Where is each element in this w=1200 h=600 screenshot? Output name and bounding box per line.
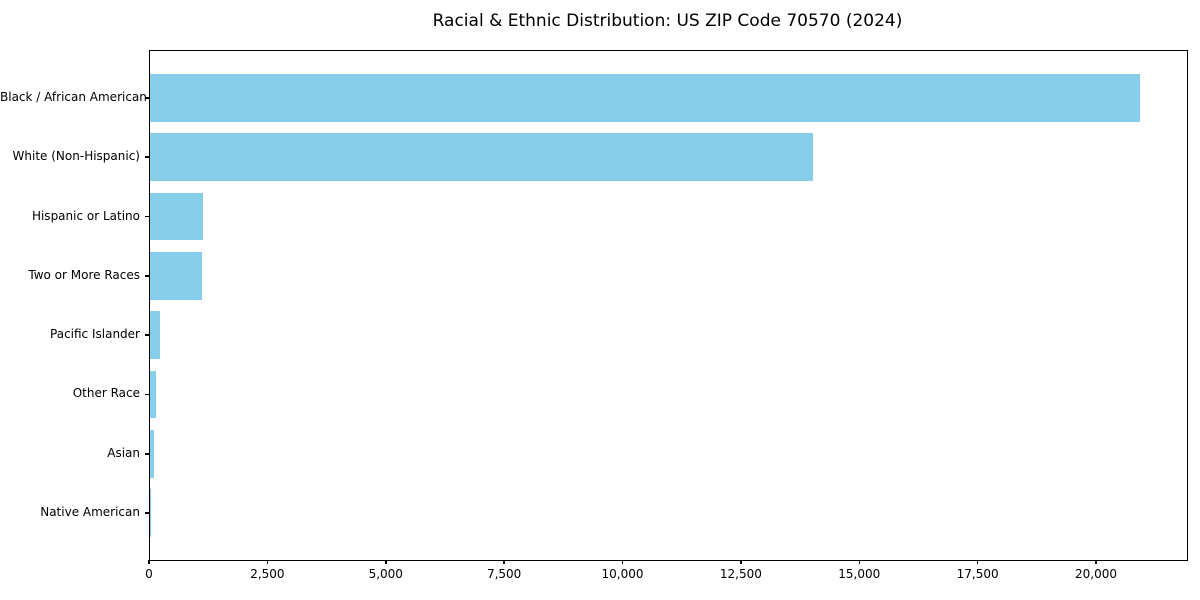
x-tick-mark	[148, 560, 150, 564]
x-tick-mark	[1095, 560, 1097, 564]
x-tick-label: 10,000	[601, 567, 644, 581]
bar	[150, 133, 813, 181]
bar	[150, 370, 156, 419]
x-tick-mark	[503, 560, 505, 564]
y-axis-label: Other Race	[72, 386, 140, 401]
y-axis-label: Pacific Islander	[50, 327, 140, 342]
y-axis-label: Two or More Races	[28, 267, 140, 282]
plot-area	[145, 50, 1188, 561]
y-tick-mark	[145, 156, 149, 158]
y-tick-mark	[145, 512, 149, 514]
x-tick-mark	[621, 560, 624, 564]
x-tick-label: 20,000	[1075, 567, 1118, 581]
y-axis-label: Native American	[40, 505, 140, 520]
x-tick-mark	[266, 560, 269, 564]
x-tick-mark	[858, 560, 861, 564]
bar	[150, 252, 203, 300]
bar	[150, 74, 1140, 122]
x-tick-mark	[976, 560, 979, 564]
y-axis-label: Black / African American	[0, 89, 147, 104]
y-tick-mark	[145, 453, 149, 455]
y-tick-mark	[145, 275, 149, 277]
x-tick-label: 15,000	[838, 567, 881, 581]
y-tick-mark	[145, 334, 149, 336]
bar	[150, 311, 160, 359]
bar	[150, 430, 154, 478]
y-tick-mark	[145, 393, 149, 396]
x-tick-label: 5,000	[368, 567, 403, 581]
x-tick-label: 2,500	[250, 567, 285, 581]
bar	[150, 192, 204, 241]
y-axis-label: Asian	[107, 445, 140, 460]
x-tick-label: 17,500	[956, 567, 999, 581]
x-tick-label: 0	[145, 567, 153, 581]
y-axis-label: Hispanic or Latino	[31, 208, 140, 223]
chart-title: Racial & Ethnic Distribution: US ZIP Cod…	[432, 11, 903, 31]
x-tick-label: 12,500	[719, 567, 762, 581]
y-tick-mark	[145, 97, 149, 99]
x-tick-mark	[385, 560, 387, 564]
bar	[150, 489, 151, 537]
y-tick-mark	[145, 215, 149, 218]
x-tick-mark	[740, 560, 742, 564]
x-tick-label: 7,500	[486, 567, 522, 581]
y-axis-label: White (Non-Hispanic)	[12, 149, 140, 164]
